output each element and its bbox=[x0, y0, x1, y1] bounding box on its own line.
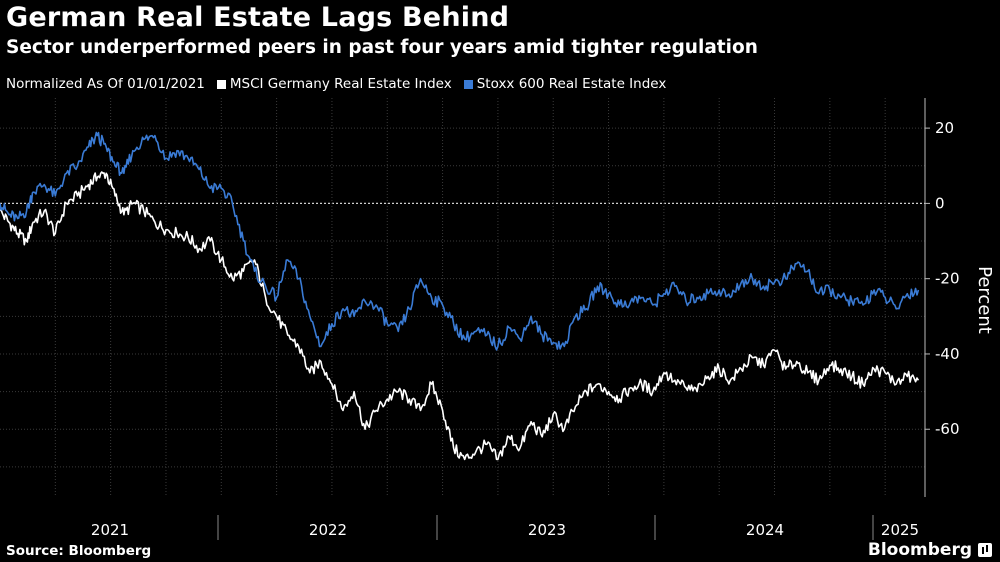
x-tick-label: 2025 bbox=[881, 521, 919, 539]
x-tick-label: 2023 bbox=[528, 521, 566, 539]
bloomberg-icon bbox=[978, 543, 992, 557]
normalization-note: Normalized As Of 01/01/2021 bbox=[6, 76, 205, 92]
y-tick-label: 0 bbox=[935, 194, 945, 212]
legend-swatch-stoxx bbox=[463, 79, 473, 89]
legend-label-stoxx: Stoxx 600 Real Estate Index bbox=[476, 76, 667, 92]
series-line-msci bbox=[0, 171, 920, 461]
legend-item-msci: MSCI Germany Real Estate Index bbox=[216, 76, 452, 92]
legend-item-stoxx: Stoxx 600 Real Estate Index bbox=[463, 76, 667, 92]
brand-name: Bloomberg bbox=[867, 540, 972, 560]
x-tick-label: 2024 bbox=[746, 521, 784, 539]
source-note: Source: Bloomberg bbox=[6, 543, 152, 559]
chart-subtitle: Sector underperformed peers in past four… bbox=[6, 37, 758, 58]
chart-title: German Real Estate Lags Behind bbox=[6, 2, 510, 33]
y-tick-label: -40 bbox=[935, 345, 960, 363]
y-tick-label: 20 bbox=[935, 119, 954, 137]
y-tick-label: -20 bbox=[935, 270, 960, 288]
series-lines bbox=[0, 131, 920, 461]
y-axis-ticks: 20 0 -20 -40 -60 bbox=[925, 119, 960, 438]
series-line-stoxx bbox=[0, 131, 920, 351]
brand-logo: Bloomberg bbox=[868, 540, 992, 560]
x-tick-label: 2022 bbox=[309, 521, 347, 539]
grid bbox=[0, 98, 926, 497]
legend: Normalized As Of 01/01/2021 MSCI Germany… bbox=[6, 76, 666, 92]
y-tick-label: -60 bbox=[935, 420, 960, 438]
legend-swatch-msci bbox=[216, 79, 226, 89]
x-axis-ticks: 2021 2022 2023 2024 2025 bbox=[91, 515, 919, 540]
legend-label-msci: MSCI Germany Real Estate Index bbox=[229, 76, 452, 92]
y-axis-label: Percent bbox=[974, 266, 995, 334]
x-tick-label: 2021 bbox=[91, 521, 129, 539]
